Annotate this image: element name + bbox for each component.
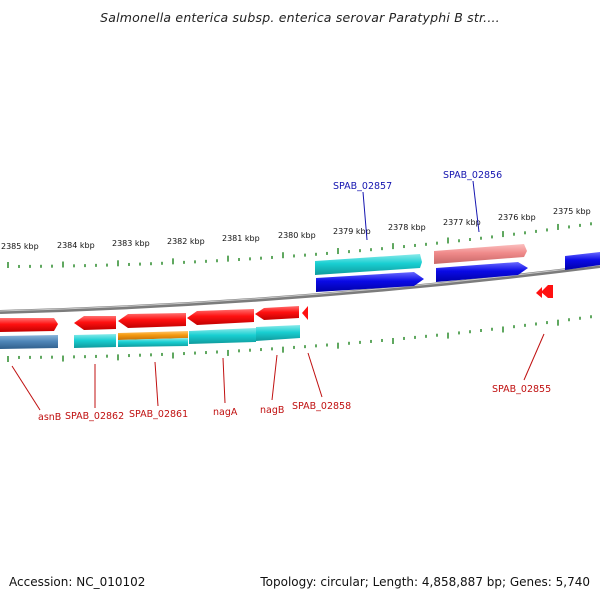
gene-label[interactable]: SPAB_02857 bbox=[333, 181, 392, 192]
gene-feature[interactable] bbox=[0, 335, 58, 349]
gene-feature[interactable] bbox=[74, 334, 116, 348]
label-leader bbox=[154, 361, 159, 407]
gene-feature[interactable] bbox=[118, 313, 186, 328]
gene-feature[interactable] bbox=[541, 285, 553, 298]
scale-label: 2378 kbp bbox=[388, 223, 426, 232]
scale-label: 2382 kbp bbox=[167, 237, 205, 246]
accession-text: Accession: NC_010102 bbox=[9, 575, 146, 589]
label-leader bbox=[523, 333, 545, 381]
scale-label: 2375 kbp bbox=[553, 207, 591, 216]
gene-label[interactable]: nagB bbox=[260, 405, 284, 416]
scale-label: 2376 kbp bbox=[498, 213, 536, 222]
label-leader bbox=[271, 354, 278, 401]
scale-ticks-top bbox=[7, 222, 592, 268]
map-title: Salmonella enterica subsp. enterica sero… bbox=[100, 10, 500, 25]
label-leader bbox=[11, 365, 41, 411]
gene-feature[interactable] bbox=[316, 272, 424, 292]
scale-label: 2381 kbp bbox=[222, 234, 260, 243]
label-leader bbox=[222, 357, 226, 404]
scale-label: 2377 kbp bbox=[443, 218, 481, 227]
gene-label[interactable]: SPAB_02856 bbox=[443, 170, 502, 181]
gene-feature[interactable] bbox=[255, 306, 299, 320]
gene-feature[interactable] bbox=[536, 287, 542, 298]
gene-feature[interactable] bbox=[434, 244, 527, 264]
gene-label[interactable]: SPAB_02862 bbox=[65, 411, 124, 422]
scale-labels: 2385 kbp 2384 kbp 2383 kbp 2382 kbp 2381… bbox=[1, 207, 591, 251]
label-leader bbox=[472, 180, 480, 233]
scale-label: 2384 kbp bbox=[57, 241, 95, 250]
gene-feature[interactable] bbox=[436, 262, 528, 282]
gene-feature[interactable] bbox=[256, 325, 300, 341]
gene-feature[interactable] bbox=[565, 252, 600, 270]
label-leader bbox=[307, 352, 323, 398]
gene-feature[interactable] bbox=[0, 318, 58, 332]
scale-label: 2379 kbp bbox=[333, 227, 371, 236]
gene-feature[interactable] bbox=[315, 254, 422, 275]
top-gene-labels: SPAB_02857 SPAB_02856 bbox=[333, 170, 502, 241]
gene-label[interactable]: nagA bbox=[213, 407, 238, 418]
gene-feature[interactable] bbox=[187, 309, 254, 325]
lower-features bbox=[0, 285, 553, 349]
gene-feature[interactable] bbox=[302, 306, 308, 320]
upper-features bbox=[315, 244, 600, 292]
scale-label: 2380 kbp bbox=[278, 231, 316, 240]
gene-feature[interactable] bbox=[118, 331, 188, 340]
gene-feature[interactable] bbox=[189, 328, 256, 344]
gene-label[interactable]: asnB bbox=[38, 412, 61, 423]
bottom-gene-labels: asnB SPAB_02862 SPAB_02861 nagA nagB SPA… bbox=[11, 333, 551, 423]
gene-label[interactable]: SPAB_02855 bbox=[492, 384, 551, 395]
scale-ticks-bottom bbox=[7, 315, 592, 362]
gene-feature[interactable] bbox=[118, 338, 188, 347]
gene-label[interactable]: SPAB_02861 bbox=[129, 409, 188, 420]
topology-text: Topology: circular; Length: 4,858,887 bp… bbox=[260, 575, 590, 589]
scale-label: 2385 kbp bbox=[1, 242, 39, 251]
label-leader bbox=[362, 191, 368, 241]
scale-label: 2383 kbp bbox=[112, 239, 150, 248]
gene-label[interactable]: SPAB_02858 bbox=[292, 401, 351, 412]
genome-backbone bbox=[0, 264, 600, 314]
gene-feature[interactable] bbox=[74, 316, 116, 330]
